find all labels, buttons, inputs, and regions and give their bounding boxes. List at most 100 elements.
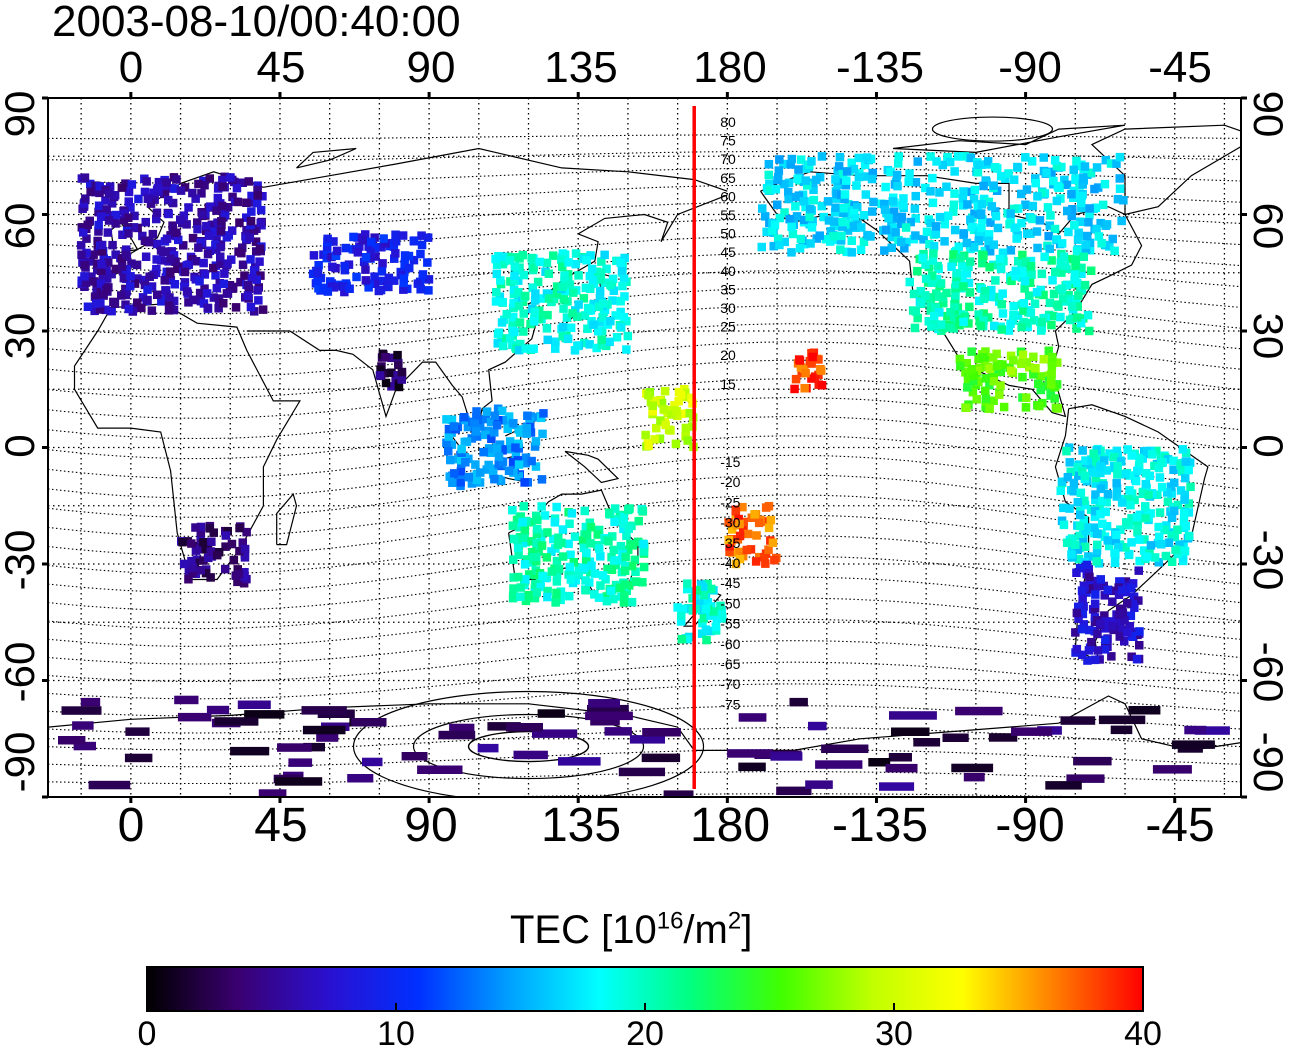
tec-cell	[880, 205, 890, 214]
tec-cell	[701, 605, 711, 614]
tec-cell	[1009, 356, 1018, 365]
tec-cell	[880, 199, 889, 209]
tec-cell	[616, 541, 626, 551]
tec-cell	[937, 320, 946, 329]
tec-cell	[104, 258, 113, 267]
tec-cell	[449, 723, 475, 733]
tec-cell	[641, 430, 650, 440]
contour-label: -35	[720, 535, 740, 551]
tec-cell	[788, 229, 798, 239]
tec-cell	[779, 159, 788, 169]
tec-cell	[322, 251, 332, 260]
tec-cell	[787, 222, 796, 232]
tec-cell	[1180, 495, 1189, 504]
tec-cell	[619, 598, 629, 607]
x-tick-top: 180	[693, 43, 767, 92]
tec-cell	[196, 528, 206, 537]
tec-cell	[461, 458, 470, 467]
tec-cell	[603, 564, 612, 574]
tec-cell	[580, 563, 589, 573]
tec-cell	[989, 396, 998, 405]
tec-cell	[493, 339, 502, 348]
tec-cell	[514, 572, 523, 582]
tec-cell	[1169, 465, 1178, 474]
tec-cell	[581, 283, 591, 293]
tec-cell	[587, 561, 596, 570]
tec-cell	[409, 255, 419, 265]
tec-cell	[1116, 578, 1125, 587]
tec-cell	[217, 217, 226, 226]
tec-cell	[631, 567, 640, 576]
tec-cell	[1144, 490, 1153, 499]
tec-cell	[1157, 540, 1166, 549]
latitude-contour	[48, 618, 1241, 665]
tec-cell	[560, 276, 569, 286]
frame-tick-right	[1241, 562, 1247, 566]
tec-cell	[98, 272, 108, 282]
tec-cell	[677, 634, 687, 644]
tec-cell	[663, 790, 694, 797]
tec-cell	[644, 441, 653, 450]
tec-cell	[531, 437, 541, 446]
tec-cell	[201, 568, 211, 578]
tec-cell	[228, 282, 238, 292]
tec-cell	[585, 340, 594, 349]
tec-cell	[612, 333, 622, 342]
tec-cell	[547, 567, 557, 576]
tec-cell	[1134, 566, 1143, 575]
tec-cell	[862, 153, 872, 162]
tec-cell	[472, 427, 481, 436]
x-tick-bottom: 90	[404, 799, 458, 852]
tec-cell	[1090, 506, 1100, 516]
tec-cell	[1083, 656, 1092, 665]
tec-cell	[1047, 369, 1056, 378]
tec-cell	[129, 223, 139, 232]
tec-cell	[509, 303, 518, 313]
tec-cell	[1073, 498, 1083, 507]
tec-cell	[164, 306, 174, 315]
tec-cell	[226, 173, 235, 182]
tec-cell	[497, 406, 507, 416]
tec-cell	[1071, 540, 1080, 549]
tec-cell	[1057, 477, 1067, 486]
tec-cell	[1103, 585, 1112, 595]
tec-cell	[329, 237, 338, 246]
tec-cell	[90, 292, 100, 301]
tec-cell	[184, 575, 193, 584]
tec-cell	[648, 401, 657, 410]
frame-tick-top	[427, 92, 431, 98]
tec-cell	[770, 220, 780, 230]
frame-tick-right	[1241, 446, 1247, 449]
tec-cell	[423, 233, 433, 242]
tec-cell	[249, 266, 259, 275]
tec-cell	[255, 257, 264, 266]
tec-cell	[840, 194, 849, 204]
tec-cell	[481, 430, 490, 440]
tec-cell	[984, 313, 993, 322]
tec-cell	[438, 730, 476, 740]
tec-cell	[199, 176, 208, 186]
tec-cell	[111, 264, 120, 274]
tec-cell	[542, 572, 552, 582]
tec-cell	[1029, 352, 1038, 362]
tec-cell	[1079, 173, 1088, 182]
tec-cell	[1157, 482, 1167, 492]
tec-cell	[543, 335, 552, 345]
tec-cell	[807, 223, 817, 232]
tec-cell	[770, 752, 803, 761]
tec-cell	[1101, 507, 1110, 517]
latitude-contour	[48, 514, 1241, 575]
tec-cell	[1027, 270, 1036, 279]
tec-cell	[1097, 239, 1106, 248]
tec-cell	[117, 262, 127, 271]
x-tick-bottom: 45	[254, 799, 308, 852]
tec-cell	[573, 312, 582, 321]
tec-cell	[1087, 637, 1096, 647]
frame-tick-left	[42, 329, 48, 333]
tec-cell	[137, 303, 146, 313]
tec-cell	[1123, 628, 1132, 637]
frame-tick-bottom	[1173, 797, 1177, 803]
tec-cell	[1032, 227, 1042, 236]
tec-cell	[537, 709, 565, 718]
tec-cell	[1090, 655, 1100, 665]
